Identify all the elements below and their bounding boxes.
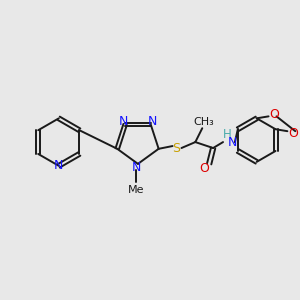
Text: O: O <box>269 108 279 121</box>
Text: H: H <box>223 128 231 141</box>
Text: N: N <box>54 159 64 172</box>
Text: Me: Me <box>128 184 144 195</box>
Text: N: N <box>227 136 237 148</box>
Text: O: O <box>199 162 209 175</box>
Text: N: N <box>118 115 128 128</box>
Text: N: N <box>148 115 158 128</box>
Text: O: O <box>288 127 298 140</box>
Text: S: S <box>172 142 181 154</box>
Text: CH₃: CH₃ <box>194 117 214 127</box>
Text: N: N <box>131 161 141 174</box>
